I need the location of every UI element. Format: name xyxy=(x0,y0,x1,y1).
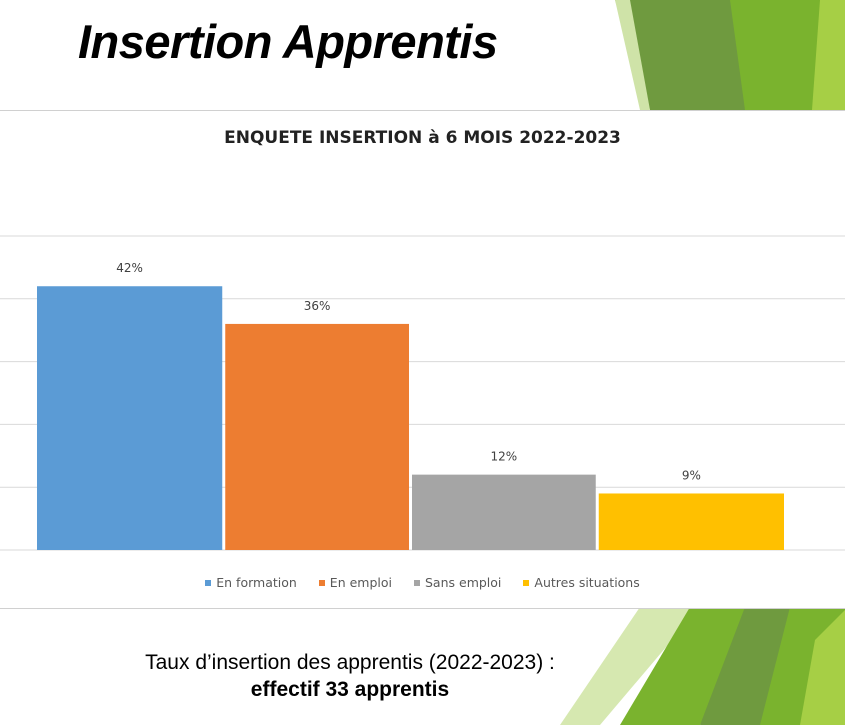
bar-en-emploi xyxy=(225,323,409,550)
bar-data-label: 36% xyxy=(304,299,331,313)
legend-label: En emploi xyxy=(329,575,392,590)
legend-swatch xyxy=(205,579,212,586)
legend-label: Sans emploi xyxy=(425,575,502,590)
slide-title: Insertion Apprentis xyxy=(78,15,498,68)
bar-data-label: 12% xyxy=(491,450,518,464)
bar-chart: 42% 36% 12% 9% xyxy=(0,235,845,551)
legend-label: Autres situations xyxy=(534,575,640,590)
legend-item-sans-emploi: Sans emploi xyxy=(414,575,501,590)
legend-swatch xyxy=(318,579,325,586)
legend-swatch xyxy=(523,579,530,586)
caption-line-2: effectif 33 apprentis xyxy=(250,678,450,701)
bar-sans-emploi xyxy=(412,474,596,550)
legend-swatch xyxy=(414,579,420,586)
bar-autres-situations xyxy=(598,493,784,550)
legend-item-en-formation: En formation xyxy=(205,575,297,590)
legend-item-en-emploi: En emploi xyxy=(318,575,392,590)
bar-en-formation xyxy=(37,286,223,550)
chart-title: ENQUETE INSERTION à 6 MOIS 2022-2023 xyxy=(224,128,621,148)
chart-legend: En formation En emploi Sans emploi Autre… xyxy=(0,575,845,590)
bar-data-label: 42% xyxy=(116,261,143,275)
legend-item-autres-situations: Autres situations xyxy=(523,575,640,590)
bar-data-label: 9% xyxy=(682,468,701,482)
caption-line-1: Taux d’insertion des apprentis (2022-202… xyxy=(145,651,555,674)
legend-label: En formation xyxy=(216,575,297,590)
